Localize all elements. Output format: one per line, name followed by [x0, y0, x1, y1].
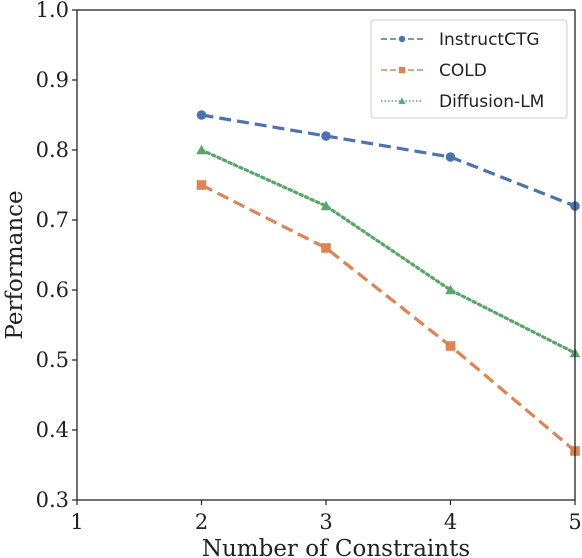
- y-tick-label: 0.4: [36, 418, 69, 442]
- legend-swatch-marker: [398, 35, 406, 43]
- legend: InstructCTG COLD Diffusion-LM: [370, 19, 568, 119]
- series-line: [200, 183, 577, 453]
- legend-swatch-marker: [398, 97, 406, 104]
- legend-label: COLD: [439, 61, 487, 81]
- legend-item: Diffusion-LM: [381, 92, 544, 112]
- y-tick-label: 0.6: [36, 278, 69, 302]
- x-tick-label: 4: [444, 510, 457, 534]
- data-point: [445, 341, 456, 351]
- x-axis-title: Number of Constraints: [202, 536, 470, 558]
- data-point: [445, 284, 456, 295]
- y-tick-label: 0.5: [36, 348, 69, 372]
- data-point: [321, 243, 331, 253]
- y-tick-label: 0.7: [36, 208, 69, 232]
- series-layer: [196, 110, 581, 456]
- y-axis-title: Performance: [2, 190, 28, 339]
- legend-label: InstructCTG: [439, 30, 540, 50]
- y-tick-label: 0.8: [36, 138, 69, 162]
- data-point: [321, 131, 331, 141]
- series-cold: [196, 180, 580, 456]
- axis-ticks: 1 2 3 4 5 0.3 0.4 0.5 0.6 0.7 0.8 0.9 1.0: [36, 0, 582, 534]
- y-tick-label: 0.9: [36, 68, 69, 92]
- y-tick-label: 1.0: [36, 0, 69, 22]
- y-tick-label: 0.3: [36, 488, 69, 512]
- legend-box: [370, 19, 568, 119]
- legend-item: COLD: [381, 61, 487, 81]
- x-tick-label: 5: [568, 510, 581, 534]
- data-point: [196, 144, 207, 155]
- x-tick-label: 3: [319, 510, 332, 534]
- data-point: [445, 152, 456, 162]
- series-line: [201, 113, 576, 208]
- x-tick-label: 1: [70, 510, 83, 534]
- series-line: [199, 148, 577, 355]
- data-point: [196, 110, 207, 120]
- series-diffusion-lm: [196, 144, 581, 358]
- legend-swatch-marker: [398, 66, 406, 74]
- plot-frame: [76, 9, 576, 501]
- x-tick-label: 2: [195, 510, 208, 534]
- data-point: [320, 200, 332, 211]
- legend-label: Diffusion-LM: [439, 92, 544, 112]
- legend-item: InstructCTG: [381, 30, 540, 50]
- data-point: [196, 180, 207, 190]
- series-instructctg: [196, 110, 580, 211]
